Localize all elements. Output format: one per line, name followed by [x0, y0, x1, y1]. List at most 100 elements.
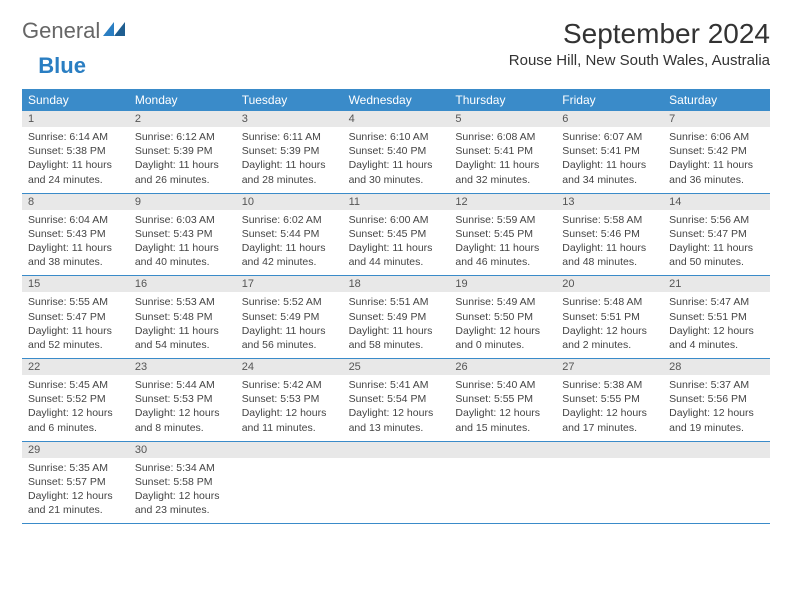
day-line: Daylight: 11 hours	[242, 158, 337, 172]
day-cell: 25Sunrise: 5:41 AMSunset: 5:54 PMDayligh…	[343, 359, 450, 441]
day-number	[556, 442, 663, 458]
day-line: Daylight: 11 hours	[562, 158, 657, 172]
day-cell: 9Sunrise: 6:03 AMSunset: 5:43 PMDaylight…	[129, 194, 236, 276]
day-body: Sunrise: 5:41 AMSunset: 5:54 PMDaylight:…	[343, 375, 450, 441]
day-line: Daylight: 11 hours	[28, 158, 123, 172]
day-number	[343, 442, 450, 458]
day-line: and 42 minutes.	[242, 255, 337, 269]
day-line: Sunrise: 6:03 AM	[135, 213, 230, 227]
day-line: Daylight: 12 hours	[28, 489, 123, 503]
day-line: Daylight: 12 hours	[669, 324, 764, 338]
day-number: 10	[236, 194, 343, 210]
day-line: and 38 minutes.	[28, 255, 123, 269]
day-line: Daylight: 11 hours	[28, 241, 123, 255]
day-line: Sunset: 5:51 PM	[669, 310, 764, 324]
day-line: Sunrise: 5:41 AM	[349, 378, 444, 392]
day-line: and 48 minutes.	[562, 255, 657, 269]
logo-shape-icon	[103, 16, 125, 42]
day-line: Daylight: 12 hours	[349, 406, 444, 420]
day-line: and 21 minutes.	[28, 503, 123, 517]
day-line: Sunrise: 5:58 AM	[562, 213, 657, 227]
day-cell: 2Sunrise: 6:12 AMSunset: 5:39 PMDaylight…	[129, 111, 236, 193]
day-line: Sunset: 5:38 PM	[28, 144, 123, 158]
day-line: and 30 minutes.	[349, 173, 444, 187]
week-row: 8Sunrise: 6:04 AMSunset: 5:43 PMDaylight…	[22, 194, 770, 277]
day-line: Daylight: 11 hours	[349, 158, 444, 172]
day-line: Sunrise: 6:11 AM	[242, 130, 337, 144]
dayname: Monday	[129, 89, 236, 111]
day-cell: 28Sunrise: 5:37 AMSunset: 5:56 PMDayligh…	[663, 359, 770, 441]
day-cell: 10Sunrise: 6:02 AMSunset: 5:44 PMDayligh…	[236, 194, 343, 276]
day-number: 4	[343, 111, 450, 127]
day-body: Sunrise: 5:37 AMSunset: 5:56 PMDaylight:…	[663, 375, 770, 441]
day-number: 5	[449, 111, 556, 127]
day-line: Sunrise: 5:52 AM	[242, 295, 337, 309]
day-line: Sunrise: 5:42 AM	[242, 378, 337, 392]
day-number: 17	[236, 276, 343, 292]
day-line: Daylight: 12 hours	[242, 406, 337, 420]
day-cell: 8Sunrise: 6:04 AMSunset: 5:43 PMDaylight…	[22, 194, 129, 276]
day-body: Sunrise: 5:48 AMSunset: 5:51 PMDaylight:…	[556, 292, 663, 358]
day-body: Sunrise: 5:34 AMSunset: 5:58 PMDaylight:…	[129, 458, 236, 524]
day-number: 19	[449, 276, 556, 292]
day-body: Sunrise: 5:51 AMSunset: 5:49 PMDaylight:…	[343, 292, 450, 358]
day-body: Sunrise: 5:42 AMSunset: 5:53 PMDaylight:…	[236, 375, 343, 441]
dayname: Tuesday	[236, 89, 343, 111]
day-number	[449, 442, 556, 458]
day-line: Sunrise: 5:37 AM	[669, 378, 764, 392]
day-line: Sunrise: 5:38 AM	[562, 378, 657, 392]
day-line: Sunset: 5:45 PM	[349, 227, 444, 241]
day-body: Sunrise: 6:02 AMSunset: 5:44 PMDaylight:…	[236, 210, 343, 276]
day-body: Sunrise: 5:45 AMSunset: 5:52 PMDaylight:…	[22, 375, 129, 441]
day-body	[663, 458, 770, 518]
day-cell	[343, 442, 450, 524]
day-line: and 28 minutes.	[242, 173, 337, 187]
day-line: Sunrise: 6:12 AM	[135, 130, 230, 144]
day-line: Sunset: 5:41 PM	[562, 144, 657, 158]
day-line: Daylight: 11 hours	[135, 324, 230, 338]
day-cell: 11Sunrise: 6:00 AMSunset: 5:45 PMDayligh…	[343, 194, 450, 276]
day-cell: 7Sunrise: 6:06 AMSunset: 5:42 PMDaylight…	[663, 111, 770, 193]
day-line: Sunrise: 6:00 AM	[349, 213, 444, 227]
day-body: Sunrise: 5:58 AMSunset: 5:46 PMDaylight:…	[556, 210, 663, 276]
day-body	[449, 458, 556, 518]
day-line: Daylight: 12 hours	[135, 489, 230, 503]
day-line: Sunrise: 5:44 AM	[135, 378, 230, 392]
day-line: Daylight: 12 hours	[669, 406, 764, 420]
day-cell: 24Sunrise: 5:42 AMSunset: 5:53 PMDayligh…	[236, 359, 343, 441]
day-line: Daylight: 11 hours	[455, 241, 550, 255]
day-cell	[556, 442, 663, 524]
day-line: Sunrise: 5:45 AM	[28, 378, 123, 392]
day-number: 28	[663, 359, 770, 375]
day-line: Sunset: 5:57 PM	[28, 475, 123, 489]
day-line: Sunset: 5:47 PM	[669, 227, 764, 241]
day-line: Sunrise: 6:02 AM	[242, 213, 337, 227]
day-body: Sunrise: 5:47 AMSunset: 5:51 PMDaylight:…	[663, 292, 770, 358]
day-cell: 23Sunrise: 5:44 AMSunset: 5:53 PMDayligh…	[129, 359, 236, 441]
day-number: 27	[556, 359, 663, 375]
day-body: Sunrise: 5:55 AMSunset: 5:47 PMDaylight:…	[22, 292, 129, 358]
day-line: and 6 minutes.	[28, 421, 123, 435]
day-line: Daylight: 11 hours	[242, 324, 337, 338]
day-line: Sunrise: 6:14 AM	[28, 130, 123, 144]
day-line: Sunrise: 6:06 AM	[669, 130, 764, 144]
title-block: September 2024 Rouse Hill, New South Wal…	[509, 18, 770, 69]
day-cell: 14Sunrise: 5:56 AMSunset: 5:47 PMDayligh…	[663, 194, 770, 276]
day-line: Daylight: 11 hours	[135, 158, 230, 172]
day-line: and 8 minutes.	[135, 421, 230, 435]
day-line: Sunset: 5:51 PM	[562, 310, 657, 324]
day-line: Daylight: 11 hours	[562, 241, 657, 255]
day-line: Sunset: 5:54 PM	[349, 392, 444, 406]
dayname: Thursday	[449, 89, 556, 111]
day-number: 8	[22, 194, 129, 210]
day-body: Sunrise: 6:06 AMSunset: 5:42 PMDaylight:…	[663, 127, 770, 193]
week-row: 1Sunrise: 6:14 AMSunset: 5:38 PMDaylight…	[22, 111, 770, 194]
day-line: and 54 minutes.	[135, 338, 230, 352]
week-row: 29Sunrise: 5:35 AMSunset: 5:57 PMDayligh…	[22, 442, 770, 525]
day-line: Daylight: 11 hours	[669, 158, 764, 172]
day-cell: 20Sunrise: 5:48 AMSunset: 5:51 PMDayligh…	[556, 276, 663, 358]
day-line: and 58 minutes.	[349, 338, 444, 352]
day-body	[343, 458, 450, 518]
day-cell: 18Sunrise: 5:51 AMSunset: 5:49 PMDayligh…	[343, 276, 450, 358]
day-line: Daylight: 12 hours	[455, 406, 550, 420]
